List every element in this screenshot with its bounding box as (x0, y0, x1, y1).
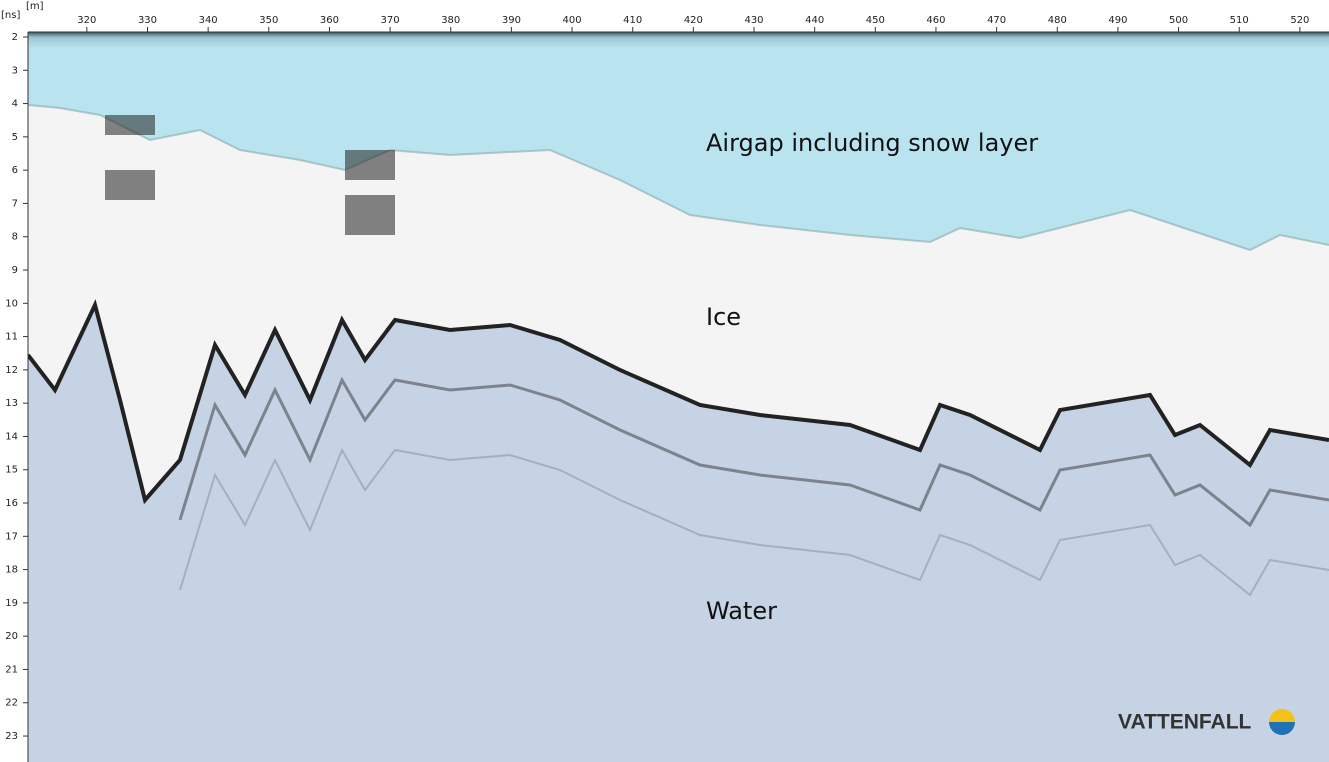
x-tick-label: 330 (138, 15, 157, 26)
x-tick-label: 490 (1108, 15, 1127, 26)
y-tick-label: 7 (12, 198, 18, 209)
y-tick-label: 14 (5, 431, 18, 442)
y-tick-label: 17 (5, 531, 18, 542)
y-tick-label: 20 (5, 631, 18, 642)
y-tick-label: 6 (12, 165, 18, 176)
x-axis-label: [m] (26, 1, 44, 12)
surface-band (28, 32, 1329, 48)
x-tick-label: 350 (259, 15, 278, 26)
y-tick-label: 10 (5, 298, 18, 309)
y-tick-label: 2 (12, 32, 18, 43)
reflections (28, 299, 1329, 597)
y-tick-label: 22 (5, 698, 18, 709)
layer-annotation: Ice (706, 303, 741, 331)
layer-annotation: Water (706, 597, 777, 625)
y-tick-label: 4 (12, 99, 18, 110)
y-tick-label: 21 (5, 664, 18, 675)
y-tick-label: 18 (5, 565, 18, 576)
dark-patches (105, 115, 395, 235)
logo-sun (1269, 709, 1295, 722)
x-tick-label: 410 (623, 15, 642, 26)
x-tick-label: 360 (320, 15, 339, 26)
x-tick-label: 320 (77, 15, 96, 26)
x-tick-label: 430 (744, 15, 763, 26)
x-tick-label: 370 (381, 15, 400, 26)
x-tick-label: 520 (1290, 15, 1309, 26)
y-tick-label: 3 (12, 65, 18, 76)
y-tick-label: 8 (12, 232, 18, 243)
y-tick-label: 9 (12, 265, 18, 276)
radar-image (28, 32, 1329, 762)
x-tick-label: 470 (987, 15, 1006, 26)
x-tick-label: 510 (1230, 15, 1249, 26)
x-tick-label: 380 (441, 15, 460, 26)
y-tick-label: 11 (5, 332, 18, 343)
layer-annotation: Airgap including snow layer (706, 129, 1038, 157)
y-tick-label: 5 (12, 132, 18, 143)
x-tick-label: 450 (866, 15, 885, 26)
x-tick-label: 340 (199, 15, 218, 26)
x-tick-label: 440 (805, 15, 824, 26)
x-tick-label: 420 (684, 15, 703, 26)
y-axis-label: [ns] (1, 10, 20, 21)
logo: VATTENFALL (1118, 709, 1295, 735)
x-tick-label: 460 (926, 15, 945, 26)
logo-water (1269, 722, 1295, 735)
x-tick-label: 400 (563, 15, 582, 26)
y-tick-label: 16 (5, 498, 18, 509)
ice-surface-line (28, 104, 1329, 252)
x-tick-label: 500 (1169, 15, 1188, 26)
x-tick-label: 480 (1048, 15, 1067, 26)
y-tick-label: 13 (5, 398, 18, 409)
x-tick-label: 390 (502, 15, 521, 26)
logo-text: VATTENFALL (1118, 711, 1252, 734)
y-tick-label: 19 (5, 598, 18, 609)
y-tick-label: 15 (5, 465, 18, 476)
y-tick-label: 12 (5, 365, 18, 376)
y-tick-label: 23 (5, 731, 18, 742)
